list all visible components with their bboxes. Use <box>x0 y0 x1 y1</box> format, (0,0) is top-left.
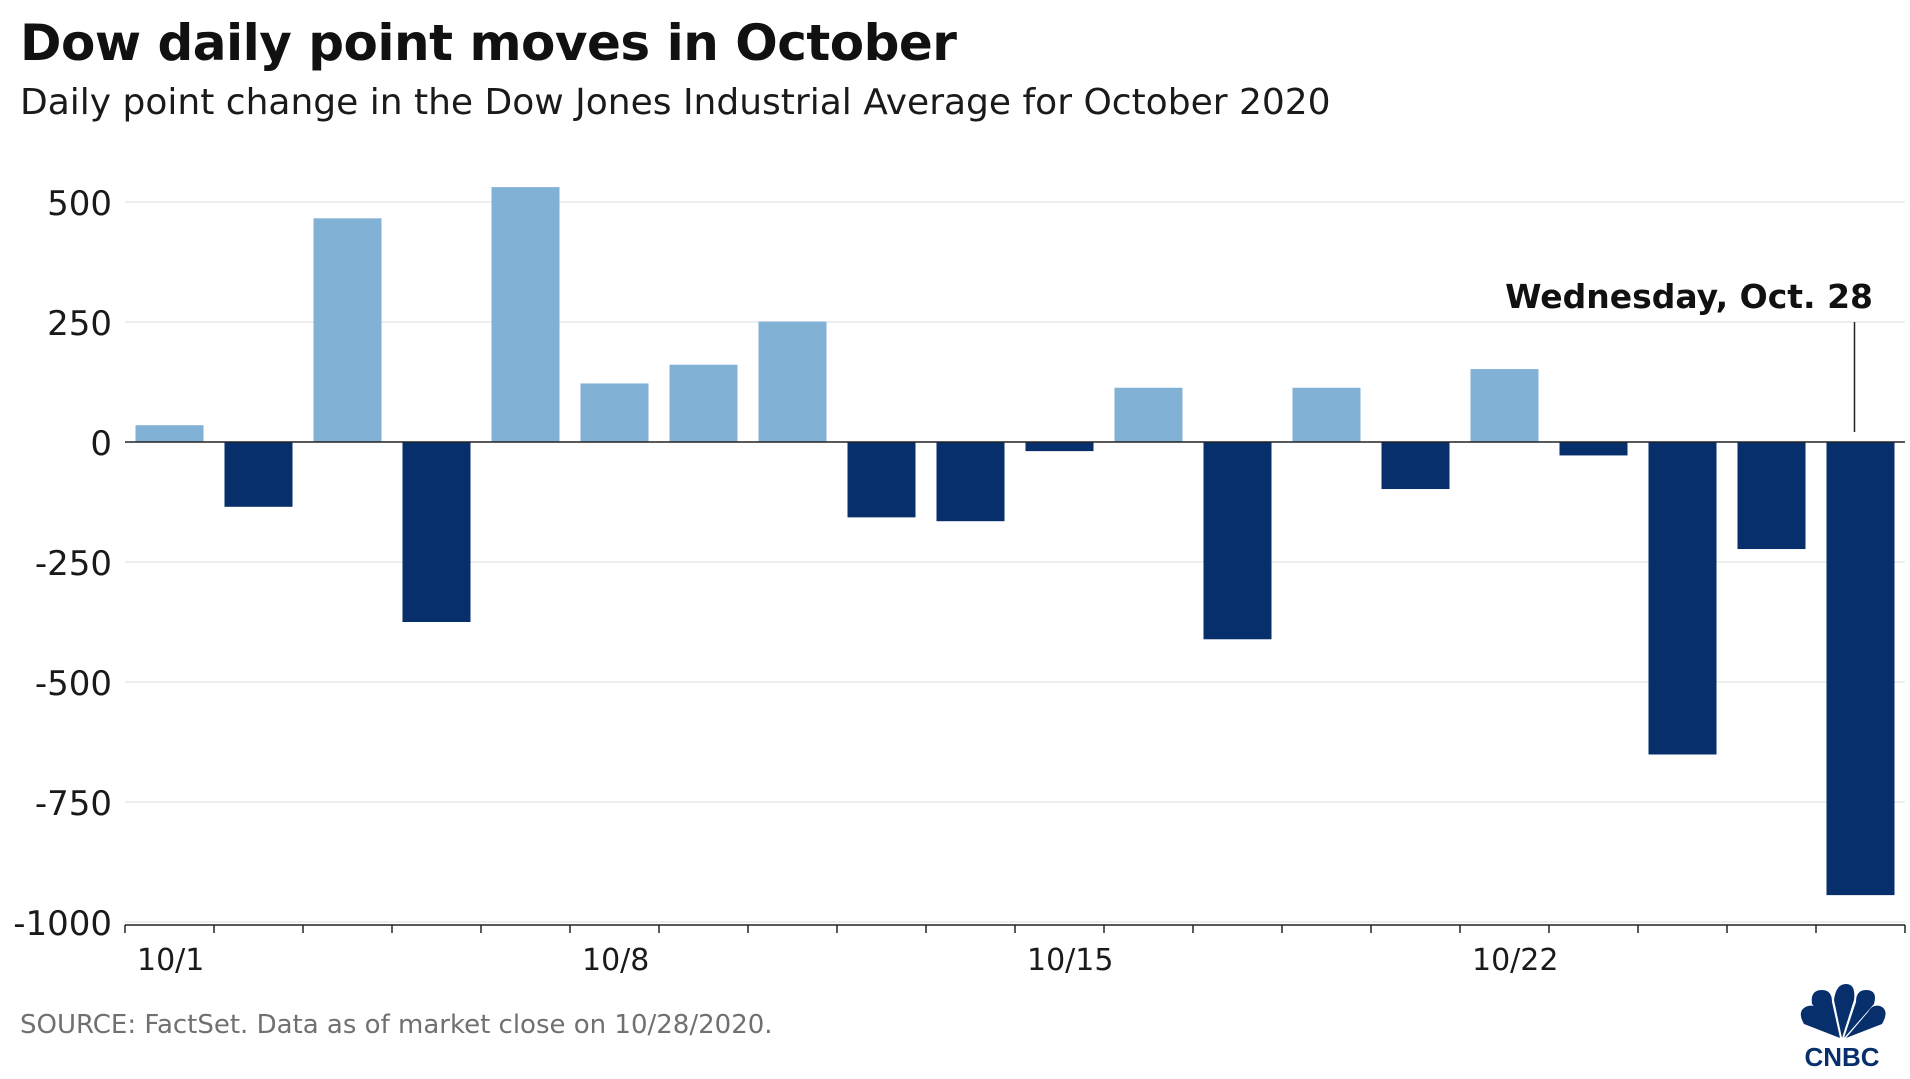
y-tick-label: 250 <box>47 304 112 344</box>
x-tick-label: 10/15 <box>1027 943 1113 978</box>
bar <box>936 442 1005 522</box>
bar <box>669 364 738 442</box>
bar <box>224 442 293 507</box>
y-tick-label: -500 <box>35 664 112 704</box>
bar <box>847 442 916 518</box>
x-tick-label: 10/22 <box>1472 943 1558 978</box>
bar <box>580 383 649 442</box>
bar <box>402 442 471 622</box>
bar <box>1203 442 1272 640</box>
bar <box>1381 442 1450 490</box>
x-tick-label: 10/1 <box>137 943 204 978</box>
bar <box>1470 369 1539 442</box>
bar <box>491 187 560 442</box>
y-tick-label: 0 <box>90 424 112 464</box>
bar <box>1292 387 1361 442</box>
bar <box>313 218 382 442</box>
bar <box>1025 442 1094 452</box>
cnbc-logo: CNBC <box>1800 984 1886 1070</box>
bar <box>1114 387 1183 442</box>
bar <box>1826 442 1895 896</box>
bar-chart: 500 250 0 -250 -500 -750 -1000 10/1 10/8 10/15 10/… <box>13 184 1906 978</box>
bar <box>1559 442 1628 456</box>
source-note: SOURCE: FactSet. Data as of market close… <box>20 1010 773 1040</box>
y-tick-label: -750 <box>35 784 112 824</box>
logo-text: CNBC <box>1804 1042 1879 1070</box>
bar <box>135 425 204 442</box>
chart-subtitle: Daily point change in the Dow Jones Indu… <box>20 82 1331 123</box>
y-tick-label: 500 <box>47 184 112 224</box>
peacock-icon <box>1800 984 1886 1038</box>
bar <box>758 321 827 442</box>
x-tick-label: 10/8 <box>582 943 649 978</box>
bar <box>1737 442 1806 550</box>
y-tick-label: -1000 <box>13 904 112 944</box>
bar <box>1648 442 1717 755</box>
y-tick-label: -250 <box>35 544 112 584</box>
chart-title: Dow daily point moves in October <box>20 14 957 72</box>
annotation-label: Wednesday, Oct. 28 <box>1505 277 1873 316</box>
